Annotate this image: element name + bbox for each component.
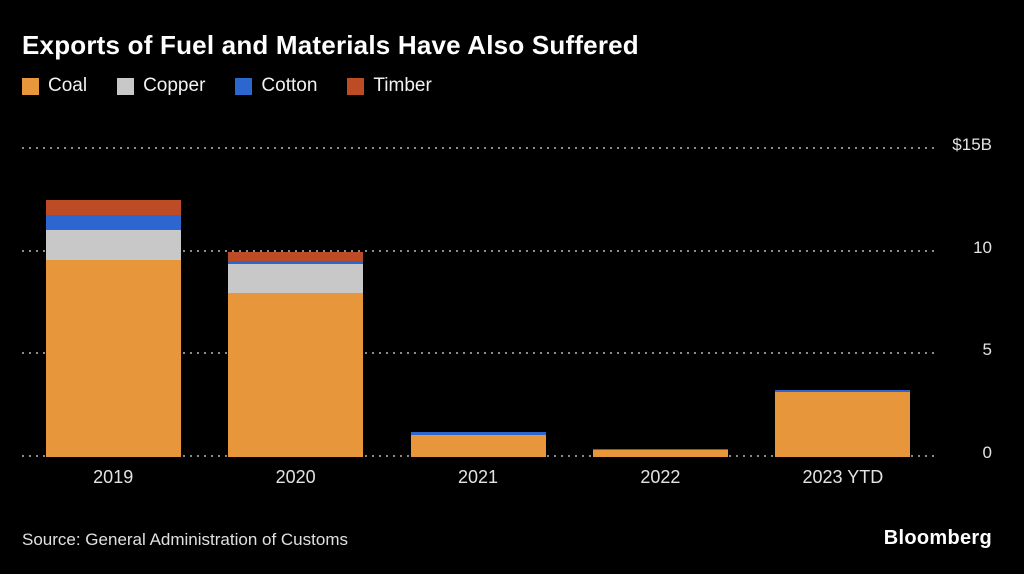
gridline-10 bbox=[22, 249, 934, 252]
legend-swatch-cotton bbox=[235, 77, 253, 95]
y-tick-5: 5 bbox=[982, 340, 992, 360]
x-axis-labels: 2019 2020 2021 2022 2023 YTD bbox=[22, 467, 934, 488]
bar-segment-cotton bbox=[592, 448, 728, 451]
legend-item-copper: Copper bbox=[117, 75, 205, 97]
bar-column-2022 bbox=[569, 149, 751, 457]
bar-segment-cotton bbox=[228, 260, 364, 264]
y-axis-ticks: $15B 10 5 0 bbox=[936, 135, 992, 462]
legend-label: Copper bbox=[143, 75, 206, 96]
y-tick-0: 0 bbox=[982, 443, 992, 462]
plot-area bbox=[22, 147, 934, 457]
y-tick-10: 10 bbox=[973, 237, 992, 257]
bar-segment-coal bbox=[592, 450, 728, 457]
stacked-bar-2022 bbox=[592, 149, 728, 457]
bar-segment-copper bbox=[228, 264, 364, 293]
bar-segment-timber bbox=[228, 251, 364, 261]
bar-column-2021 bbox=[387, 149, 569, 457]
bar-segment-coal bbox=[228, 292, 364, 457]
legend-label: Timber bbox=[373, 75, 432, 96]
footer: Source: General Administration of Custom… bbox=[22, 527, 992, 556]
legend-label: Coal bbox=[48, 75, 88, 96]
chart-title: Exports of Fuel and Materials Have Also … bbox=[22, 30, 639, 60]
stacked-bar-2019 bbox=[45, 149, 181, 457]
legend-swatch-copper bbox=[117, 77, 135, 95]
stacked-bar-2021 bbox=[410, 149, 546, 457]
legend-item-cotton: Cotton bbox=[235, 75, 317, 97]
bar-segment-coal bbox=[775, 392, 911, 457]
source-note: Source: General Administration of Custom… bbox=[22, 530, 348, 549]
bar-segment-cotton bbox=[775, 390, 911, 393]
bar-segment-timber bbox=[45, 200, 181, 215]
bar-segment-cotton bbox=[410, 432, 546, 435]
stacked-bar-2023-ytd bbox=[775, 149, 911, 457]
bar-segment-coal bbox=[410, 434, 546, 457]
bloomberg-logo: Bloomberg bbox=[883, 527, 992, 549]
x-label-2019: 2019 bbox=[93, 467, 134, 487]
x-label-2023-ytd: 2023 YTD bbox=[802, 467, 884, 487]
x-label-2021: 2021 bbox=[457, 467, 499, 487]
legend-item-timber: Timber bbox=[347, 75, 432, 97]
stacked-bar-2020 bbox=[228, 149, 364, 457]
bar-column-2019 bbox=[22, 149, 204, 457]
legend-swatch-timber bbox=[347, 77, 365, 95]
bar-column-2020 bbox=[204, 149, 386, 457]
bar-segment-cotton bbox=[45, 214, 181, 231]
bars-container bbox=[22, 149, 934, 457]
legend-label: Cotton bbox=[261, 75, 318, 96]
bar-segment-coal bbox=[45, 259, 181, 457]
legend-item-coal: Coal bbox=[22, 75, 87, 97]
chart-area: $15B 10 5 0 bbox=[22, 109, 992, 462]
x-label-2022: 2022 bbox=[640, 467, 681, 487]
gridline-5 bbox=[22, 352, 934, 355]
legend-swatch-coal bbox=[22, 77, 39, 95]
x-label-2020: 2020 bbox=[275, 467, 316, 487]
gridline-15 bbox=[22, 147, 934, 149]
bar-segment-copper bbox=[45, 230, 181, 260]
legend: Coal Copper Cotton Timber bbox=[22, 75, 992, 97]
bar-column-2023-ytd bbox=[752, 149, 934, 457]
y-tick-15: $15B bbox=[952, 135, 992, 154]
